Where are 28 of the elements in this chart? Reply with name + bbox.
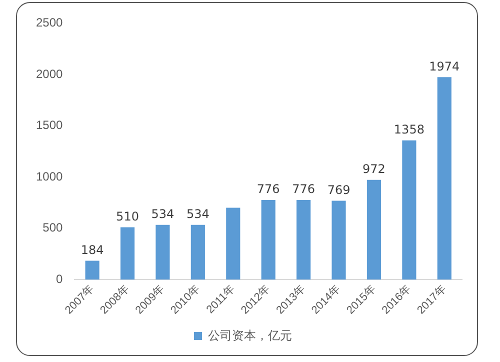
bar <box>332 200 346 280</box>
y-tick-label: 1000 <box>36 169 64 184</box>
data-label: 510 <box>116 209 139 224</box>
data-label: 776 <box>256 182 280 196</box>
bar <box>190 224 205 280</box>
data-label: 769 <box>327 182 350 197</box>
y-tick-label: 1500 <box>36 118 64 132</box>
y-tick-label: 2500 <box>36 16 64 30</box>
data-label: 184 <box>80 242 104 257</box>
bar <box>85 260 100 280</box>
y-tick-label: 500 <box>42 220 64 235</box>
data-label: 1974 <box>429 59 460 74</box>
data-label: 1358 <box>394 122 424 136</box>
bar <box>402 140 416 280</box>
bar <box>120 227 135 280</box>
bar <box>226 208 240 280</box>
data-label: 534 <box>186 206 210 221</box>
bar <box>366 180 382 280</box>
bar <box>156 224 170 280</box>
data-label: 534 <box>151 206 174 221</box>
bar <box>437 77 452 280</box>
bar <box>261 200 276 280</box>
bar <box>296 200 311 280</box>
data-label: 776 <box>292 182 316 196</box>
y-tick-label: 0 <box>56 272 64 286</box>
y-tick-label: 2000 <box>36 66 64 81</box>
data-label: 972 <box>362 162 386 176</box>
legend-label: 公司资本，亿元 <box>208 328 292 342</box>
